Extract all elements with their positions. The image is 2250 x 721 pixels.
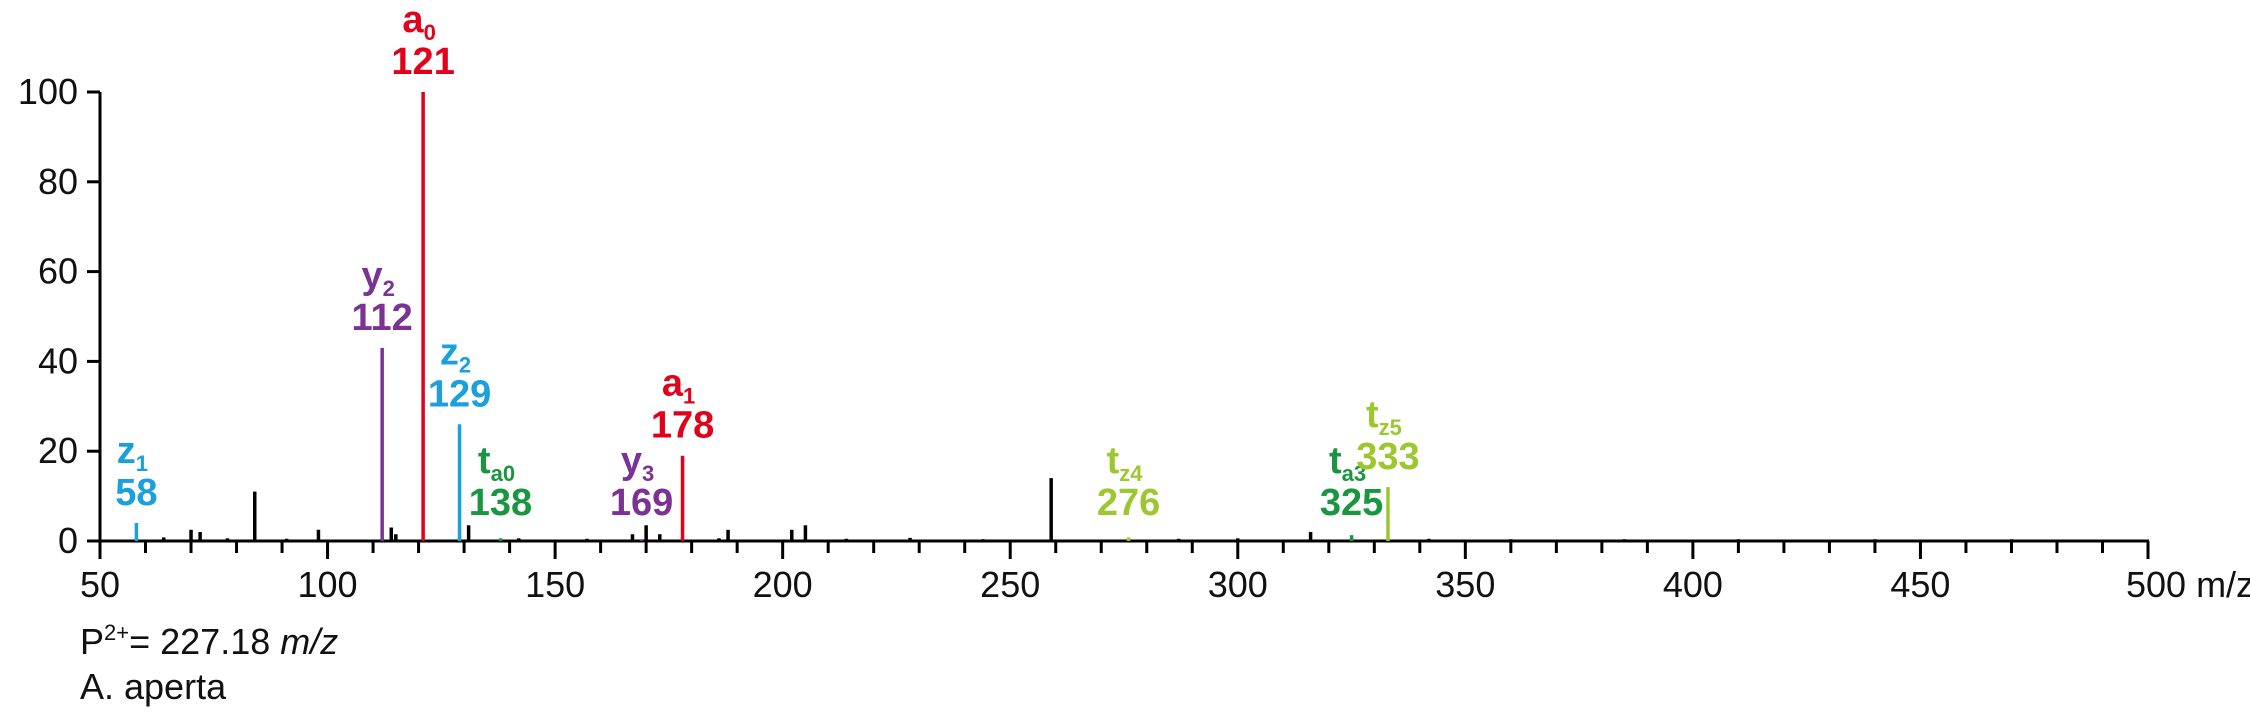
peak-label-ion-sub: 3 [642, 461, 654, 486]
precursor-prefix: P [80, 621, 105, 662]
peak-label-ion: y2 [361, 255, 394, 301]
x-tick-label: 400 [1663, 564, 1723, 605]
y-tick-label: 0 [58, 520, 78, 561]
species-label: A. aperta [80, 666, 227, 707]
peak-label-ion: tz4 [1107, 440, 1144, 486]
peak-label-mz: 333 [1356, 436, 1419, 478]
peak-label-mz: 129 [428, 373, 491, 415]
annotated-peaks [134, 92, 1390, 541]
x-tick-label: 50 [80, 564, 120, 605]
peak-label-mz: 58 [115, 472, 157, 514]
peak-label-ion-sub: 1 [683, 384, 695, 409]
peak-label-ion-sub: 0 [424, 20, 436, 45]
precursor-charge: 2+ [104, 620, 130, 645]
x-tick-label: 100 [298, 564, 358, 605]
peak-label-ion: tz5 [1366, 394, 1402, 440]
x-tick-label: 250 [980, 564, 1040, 605]
y-tick-label: 40 [38, 340, 78, 381]
peak-label-ion-sub: 2 [383, 276, 395, 301]
y-tick-label: 100 [18, 71, 78, 112]
x-tick-label: 150 [525, 564, 585, 605]
x-tick-label: 500 m/z [2126, 564, 2250, 605]
peak-label-ion: z2 [440, 331, 471, 377]
peak-label-ion: a1 [662, 363, 695, 409]
peak-label-ion: y3 [621, 440, 654, 486]
peak-label-mz: 121 [391, 41, 454, 83]
peak-label-mz: 169 [610, 482, 673, 524]
y-tick-label: 80 [38, 161, 78, 202]
precursor-value: = 227.18 [129, 621, 281, 662]
peak-label-ion-sub: 2 [459, 352, 471, 377]
y-tick-label: 20 [38, 430, 78, 471]
x-tick-label: 300 [1208, 564, 1268, 605]
peak-label-ion-sub: a0 [491, 461, 515, 486]
peak-label-mz: 276 [1097, 482, 1160, 524]
peak-label-mz: 112 [352, 297, 413, 339]
unassigned-peaks [161, 478, 2082, 541]
x-tick-label: 450 [1890, 564, 1950, 605]
y-tick-label: 60 [38, 251, 78, 292]
x-tick-label: 350 [1435, 564, 1495, 605]
y-axis: 0 20 40 60 80 100 [18, 71, 102, 561]
peak-label-mz: 138 [469, 482, 532, 524]
x-axis: 50 100 150 200 250 300 350 400 450 500 m/z [80, 539, 2250, 605]
precursor-unit: m/z [280, 621, 339, 662]
peak-label-mz: 325 [1320, 482, 1383, 524]
peak-label-ion-sub: 1 [136, 451, 148, 476]
peak-label-ion-sub: z5 [1379, 415, 1402, 440]
precursor-label: P2+= 227.18 m/z [80, 620, 338, 663]
peak-label-ion-sub: z4 [1119, 461, 1143, 486]
peak-label-ion: z1 [117, 430, 148, 476]
x-tick-label: 200 [753, 564, 813, 605]
peak-label-mz: 178 [651, 405, 714, 447]
peak-label-ion: a0 [402, 0, 435, 45]
peak-label-ion: ta0 [478, 440, 515, 486]
peak-annotations: 121a0112y2129z2178a158z1138ta0169y3276tz… [115, 0, 1419, 524]
peak-label-ion-sub: a3 [1342, 461, 1366, 486]
